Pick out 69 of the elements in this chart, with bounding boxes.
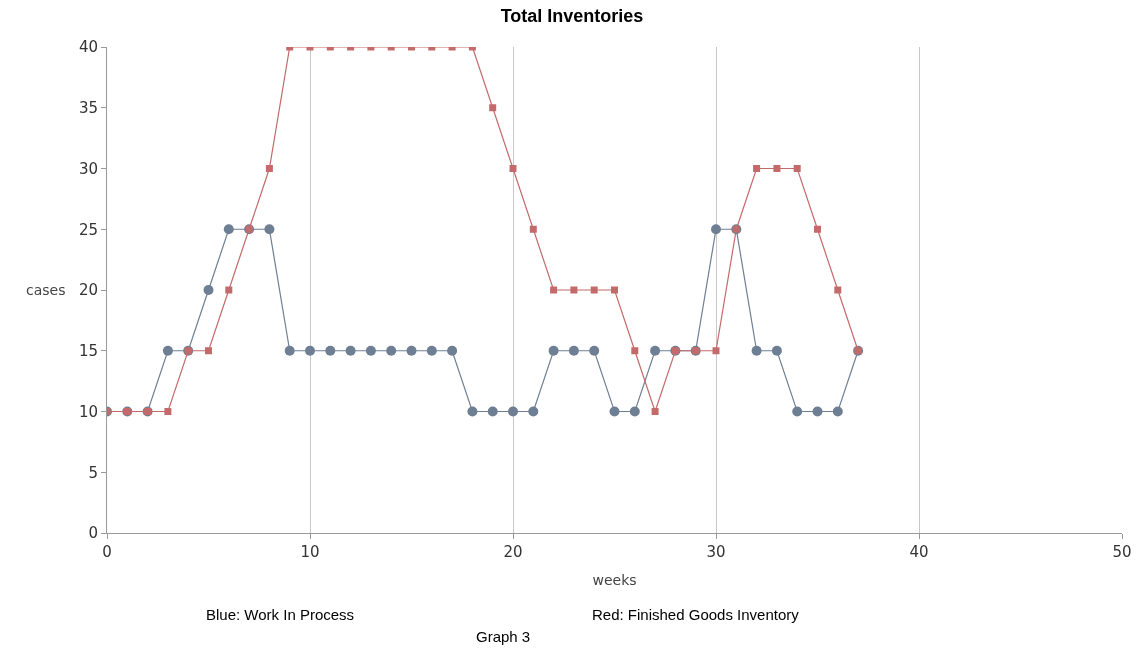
point bbox=[550, 286, 558, 294]
point bbox=[467, 406, 478, 417]
point bbox=[773, 165, 781, 172]
point bbox=[568, 345, 579, 356]
point bbox=[529, 225, 537, 233]
y-tick-label: 20 bbox=[78, 281, 98, 300]
y-tick-label: 5 bbox=[88, 463, 98, 482]
y-tick-label: 0 bbox=[88, 524, 98, 543]
x-tick-label: 40 bbox=[909, 543, 929, 561]
point bbox=[753, 165, 761, 172]
point bbox=[793, 165, 801, 172]
point bbox=[265, 165, 273, 172]
point bbox=[548, 345, 559, 356]
y-tick-label: 35 bbox=[78, 99, 98, 117]
caption: Graph 3 bbox=[476, 628, 531, 645]
point bbox=[223, 224, 234, 235]
point bbox=[489, 104, 497, 112]
y-tick-label: 10 bbox=[78, 402, 98, 421]
x-tick-label: 20 bbox=[503, 543, 523, 561]
point bbox=[164, 408, 172, 415]
x-tick-label: 10 bbox=[300, 543, 320, 561]
chart-title: Total Inventories bbox=[500, 6, 644, 27]
point bbox=[528, 406, 539, 417]
point bbox=[345, 345, 356, 356]
y-axis-title: cases bbox=[26, 282, 66, 298]
y-tick-label: 40 bbox=[78, 38, 98, 57]
point bbox=[406, 345, 417, 356]
point bbox=[570, 286, 578, 294]
point bbox=[589, 345, 600, 356]
point bbox=[834, 286, 842, 294]
point bbox=[651, 408, 659, 415]
point bbox=[487, 406, 498, 417]
y-tick-label: 25 bbox=[78, 220, 98, 239]
point bbox=[609, 406, 620, 417]
point bbox=[365, 345, 376, 356]
point bbox=[590, 286, 598, 294]
y-tick-label: 30 bbox=[78, 159, 98, 178]
point bbox=[629, 406, 640, 417]
point bbox=[508, 406, 518, 417]
x-tick-label: 0 bbox=[102, 543, 112, 561]
point bbox=[771, 345, 782, 356]
x-tick-label: 30 bbox=[706, 543, 726, 561]
text: Blue: Work In Process bbox=[206, 606, 355, 623]
point bbox=[832, 406, 843, 417]
point bbox=[711, 224, 721, 235]
point bbox=[205, 347, 212, 355]
point bbox=[812, 406, 823, 417]
point bbox=[447, 345, 458, 356]
point bbox=[386, 345, 397, 356]
point bbox=[264, 224, 275, 235]
y-tick-label: 15 bbox=[78, 342, 98, 360]
text: Red: Finished Goods Inventory bbox=[592, 606, 800, 623]
point bbox=[712, 347, 720, 355]
point bbox=[509, 165, 517, 172]
point bbox=[203, 285, 214, 295]
point bbox=[611, 286, 618, 294]
point bbox=[751, 345, 762, 356]
point bbox=[284, 345, 295, 356]
point bbox=[426, 345, 437, 356]
point bbox=[225, 286, 233, 294]
point bbox=[305, 345, 315, 356]
x-tick-label: 50 bbox=[1112, 543, 1132, 561]
point bbox=[162, 345, 173, 356]
x-axis-title: weeks bbox=[592, 572, 637, 589]
point bbox=[631, 347, 639, 355]
point bbox=[814, 225, 821, 233]
point bbox=[325, 345, 336, 356]
point bbox=[792, 406, 803, 417]
point bbox=[650, 345, 661, 356]
